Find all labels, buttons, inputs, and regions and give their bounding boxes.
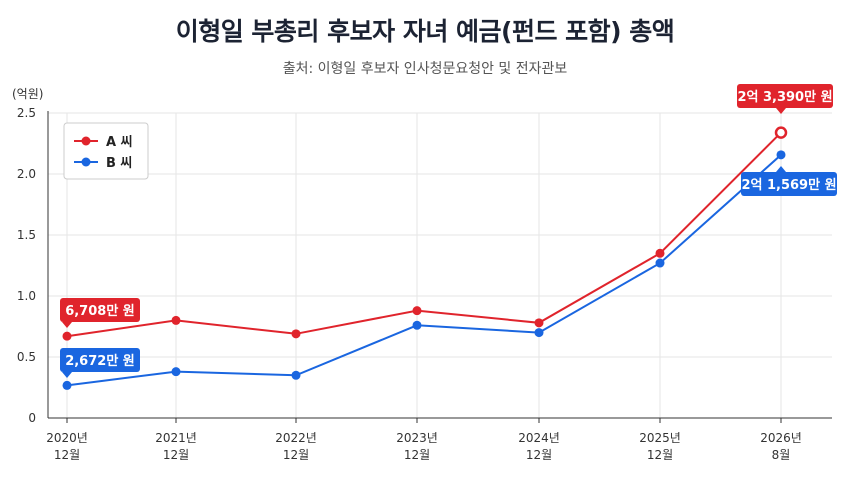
callout-pointer: [776, 166, 786, 172]
callout-label: 2,672만 원: [65, 353, 135, 369]
axes: 0 0.5 1.0 1.5 2.0 2.5 (억원) 2020년 12월 2021년 12월 2022…: [12, 87, 832, 462]
data-point: [171, 315, 181, 325]
y-tick-label: 0: [28, 411, 36, 425]
data-point: [412, 306, 422, 316]
legend-swatch-marker: [81, 157, 91, 167]
chart-subtitle: 출처: 이형일 후보자 인사청문요청안 및 전자관보: [282, 61, 568, 77]
data-point: [534, 318, 544, 328]
x-tick-label: 8월: [772, 448, 791, 462]
legend-label: A 씨: [106, 135, 133, 150]
x-tick-label: 2023년: [396, 431, 438, 445]
series-layer: [62, 126, 788, 390]
callout-pointer: [62, 372, 72, 378]
legend: A 씨 B 씨: [63, 122, 149, 180]
callout-box: [60, 348, 140, 372]
x-tick-label: 12월: [647, 448, 673, 462]
callout-pointer: [62, 322, 72, 328]
data-point: [412, 320, 422, 330]
chart-title: 이형일 부총리 후보자 자녀 예금(펀드 포함) 총액: [175, 17, 675, 46]
callout-label: 2억 3,390만 원: [737, 89, 832, 105]
legend-swatch-marker: [81, 136, 91, 146]
x-tick-label: 2026년: [760, 431, 802, 445]
data-point: [774, 126, 788, 139]
callout-pointer: [776, 108, 786, 114]
data-point: [291, 370, 301, 380]
x-tick-label: 2021년: [155, 431, 197, 445]
y-tick-label: 0.5: [17, 350, 36, 364]
x-tick-label: 12월: [283, 448, 309, 462]
data-point: [62, 380, 72, 390]
legend-label: B 씨: [106, 156, 132, 171]
data-callout: 2,672만 원: [60, 348, 140, 378]
series-line: [66, 131, 782, 338]
x-tick-label: 2025년: [639, 431, 681, 445]
y-tick-label: 1.0: [17, 289, 36, 303]
y-tick-label: 2.0: [17, 167, 36, 181]
y-tick-label: 2.5: [17, 106, 36, 120]
data-callout: 2억 1,569만 원: [741, 166, 837, 196]
data-callout: 6,708만 원: [60, 298, 140, 328]
x-tick-label: 12월: [54, 448, 80, 462]
callout-label: 6,708만 원: [65, 303, 135, 319]
y-tick-label: 1.5: [17, 228, 36, 242]
x-tick-label: 12월: [526, 448, 552, 462]
grid-lines: [48, 112, 832, 418]
data-point: [655, 258, 665, 268]
data-point: [62, 331, 72, 341]
callout-box: [741, 172, 837, 196]
data-point: [291, 329, 301, 339]
y-axis-label: (억원): [12, 87, 43, 101]
data-point: [171, 367, 181, 377]
data-point: [534, 328, 544, 338]
x-tick-label: 2022년: [275, 431, 317, 445]
series-line: [66, 154, 782, 387]
data-callout: 2억 3,390만 원: [737, 84, 833, 114]
x-tick-label: 2020년: [46, 431, 88, 445]
callouts: 6,708만 원 2억 3,390만 원 2,672만 원 2억 1,569만 원: [60, 84, 837, 378]
callout-box: [60, 298, 140, 322]
x-tick-label: 2024년: [518, 431, 560, 445]
x-tick-label: 12월: [404, 448, 430, 462]
callout-box: [737, 84, 833, 108]
callout-label: 2억 1,569만 원: [741, 177, 836, 193]
x-tick-label: 12월: [163, 448, 189, 462]
data-point: [776, 150, 786, 160]
data-point: [655, 248, 665, 258]
